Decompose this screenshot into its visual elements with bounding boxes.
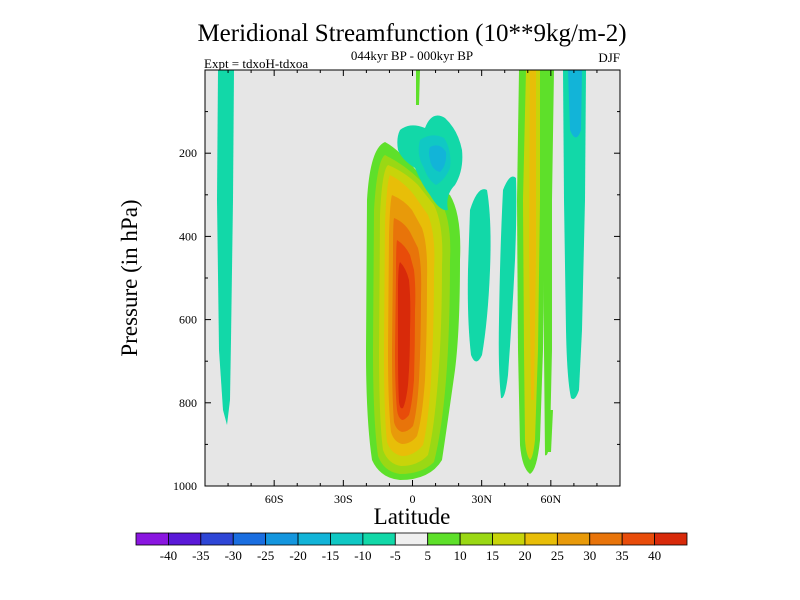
contour-upper-negative-peak (429, 145, 447, 172)
chart-subtitle-center: 044kyr BP - 000kyr BP (351, 48, 473, 63)
y-tick-label: 800 (179, 396, 197, 410)
colorbar-label: -20 (289, 548, 306, 563)
colorbar-swatch (524, 532, 558, 546)
chart-subtitle-right: DJF (598, 50, 620, 65)
x-axis-label: Latitude (374, 504, 451, 529)
contour-northern-negative-band (563, 70, 586, 399)
contour-subtropical-negative-streak-1 (467, 189, 491, 362)
contour-hadley-40 (398, 262, 411, 409)
colorbar-label: -35 (192, 548, 209, 563)
contour-northern-negative-core (568, 70, 582, 138)
colorbar-swatch (427, 532, 461, 546)
y-axis-ticks: 200 400 600 800 1000 (173, 111, 620, 493)
colorbar-label: -15 (322, 548, 339, 563)
colorbar-swatch (362, 532, 396, 546)
colorbar-swatch (265, 532, 299, 546)
colorbar-label: 35 (616, 548, 629, 563)
colorbar-label: 25 (551, 548, 564, 563)
colorbar-label: 15 (486, 548, 499, 563)
x-tick-label: 60N (540, 492, 561, 506)
colorbar-label: -10 (354, 548, 371, 563)
y-tick-label: 400 (179, 229, 197, 243)
contour-upper-equatorial-sliver (416, 70, 420, 105)
colorbar-label: -30 (225, 548, 242, 563)
x-tick-label: 30N (471, 492, 492, 506)
colorbar-label: 5 (424, 548, 431, 563)
colorbar-swatch (621, 532, 655, 546)
x-tick-label: 60S (265, 492, 284, 506)
contour-polar-positive-patch (546, 410, 553, 452)
colorbar-swatch (589, 532, 623, 546)
colorbar-swatch (135, 532, 169, 546)
x-tick-label: 0 (410, 492, 416, 506)
contour-fills (217, 70, 586, 480)
colorbar-label: 10 (454, 548, 467, 563)
chart-subtitle-left: Expt = tdxoH-tdxoa (204, 56, 308, 71)
y-tick-label: 600 (179, 313, 197, 327)
colorbar: -40 -35 -30 -25 -20 -15 -10 -5 5 10 15 20 25 30 35 40 (135, 532, 688, 563)
colorbar-swatch (330, 532, 364, 546)
colorbar-swatch (200, 532, 234, 546)
contour-subtropical-negative-streak-2 (498, 176, 517, 399)
colorbar-swatch (168, 532, 202, 546)
x-tick-label: 30S (334, 492, 353, 506)
chart-title: Meridional Streamfunction (10**9kg/m-2) (197, 20, 626, 47)
colorbar-label: 40 (648, 548, 661, 563)
colorbar-swatch (297, 532, 331, 546)
colorbar-swatch (492, 532, 526, 546)
colorbar-swatch (654, 532, 688, 546)
y-tick-label: 200 (179, 146, 197, 160)
colorbar-label: -25 (257, 548, 274, 563)
colorbar-label: -40 (160, 548, 177, 563)
y-tick-label: 1000 (173, 479, 197, 493)
y-axis-label: Pressure (in hPa) (117, 199, 142, 356)
colorbar-swatch (232, 532, 267, 546)
colorbar-swatch (459, 532, 493, 546)
contour-southern-negative-band (217, 70, 234, 425)
colorbar-swatch (394, 532, 429, 546)
contour-northern-positive-core (529, 70, 536, 400)
colorbar-label: 20 (518, 548, 531, 563)
colorbar-label: 30 (583, 548, 596, 563)
x-axis-ticks: 60S 30S 0 30N 60N (227, 70, 598, 506)
contour-subpolar-positive-band (543, 70, 554, 456)
colorbar-swatch (556, 532, 591, 546)
colorbar-label: -5 (390, 548, 401, 563)
